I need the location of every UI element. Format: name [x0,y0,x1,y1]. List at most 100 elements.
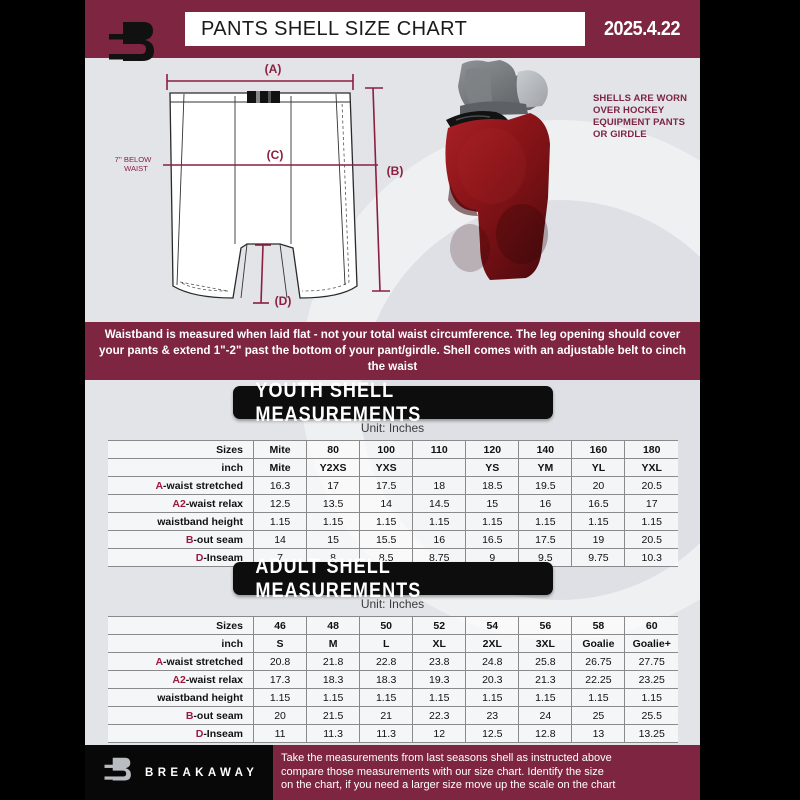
adult-section-header: ADULT SHELL MEASUREMENTS [233,555,553,602]
table-cell: YL [571,458,626,477]
table-cell: 1.15 [359,512,414,531]
table-cell: 19.5 [518,476,573,495]
svg-text:(C): (C) [267,148,284,162]
table-cell: 23.25 [624,670,678,689]
table-cell: M [306,634,361,653]
table-cell: 3XL [518,634,573,653]
footer-brand-block: BREAKAWAY [85,745,273,800]
table-cell: 80 [306,440,361,459]
table-cell: 21.5 [306,706,361,725]
table-cell: YS [465,458,520,477]
table-cell: 120 [465,440,520,459]
measurement-code: D [195,551,204,564]
table-cell: 1.15 [253,688,308,707]
pants-technical-drawing: (A) (B) (C) (D) 7'' BELOW WAIST [115,62,404,308]
measurement-code: A [155,655,164,668]
table-cell: 21.8 [306,652,361,671]
svg-text:(D): (D) [275,294,292,308]
table-cell: 1.15 [412,512,467,531]
table-cell: 46 [253,616,308,635]
table-row: waistband height 1.15 1.15 1.15 1.15 1.15 1.15… [108,512,678,531]
page-title: PANTS SHELL SIZE CHART [201,17,468,40]
table-cell: 48 [306,616,361,635]
table-cell: 16.5 [465,530,520,549]
table-cell: 25.8 [518,652,573,671]
table-cell: 100 [359,440,414,459]
table-cell: 13.5 [306,494,361,513]
row-label: inch [108,458,254,477]
row-label: D-Inseam [108,724,254,743]
table-row: A2-waist relax 17.3 18.3 18.3 19.3 20.3 21.3 22… [108,670,678,689]
table-cell: YM [518,458,573,477]
table-cell: 20.3 [465,670,520,689]
footer-instructions: Take the measurements from last seasons … [281,752,693,793]
table-cell: 12 [412,724,467,743]
table-cell: 1.15 [465,512,520,531]
table-cell: 12.5 [465,724,520,743]
table-cell: 15 [306,530,361,549]
table-cell: 20.5 [624,530,678,549]
table-cell: Y2XS [306,458,361,477]
diagram-zone: (A) (B) (C) (D) 7'' BELOW WAIST [85,58,700,320]
table-cell: 14.5 [412,494,467,513]
chart-date: 2025.4.22 [603,17,681,40]
table-cell: 2XL [465,634,520,653]
table-cell: 58 [571,616,626,635]
table-cell: 14 [359,494,414,513]
table-row: A-waist stretched 20.8 21.8 22.8 23.8 24.8 25.… [108,652,678,671]
breakaway-b-logo-icon [101,753,135,792]
table-cell: Mite [253,440,308,459]
table-cell: YXL [624,458,678,477]
table-cell [412,458,467,477]
table-cell: 1.15 [571,512,626,531]
table-cell: 1.15 [359,688,414,707]
table-cell: 10.3 [624,548,678,567]
table-cell: 50 [359,616,414,635]
table-cell: 1.15 [412,688,467,707]
measurement-code: D [195,727,204,740]
table-cell: 20.8 [253,652,308,671]
youth-measurements-table: Sizes Mite 80 100 110 120 140 160 180 inch Mite Y2X… [108,440,678,567]
youth-section-title: YOUTH SHELL MEASUREMENTS [255,378,422,426]
table-cell: 1.15 [518,512,573,531]
table-cell: 13 [571,724,626,743]
table-cell: 18 [412,476,467,495]
measurement-code: B [185,709,194,722]
table-cell: 1.15 [306,688,361,707]
table-cell: 27.75 [624,652,678,671]
row-label: B-out seam [108,530,254,549]
table-cell: 16 [518,494,573,513]
product-photo [430,58,605,313]
svg-text:WAIST: WAIST [124,164,148,173]
measurement-code: A [155,479,164,492]
table-cell: 20 [253,706,308,725]
svg-text:7'' BELOW: 7'' BELOW [115,155,152,164]
footer-line-1: Take the measurements from last seasons … [281,752,612,764]
table-cell: 12.8 [518,724,573,743]
table-cell: YXS [359,458,414,477]
table-cell: 17.5 [359,476,414,495]
table-cell: Goalie [571,634,626,653]
svg-text:(A): (A) [265,62,282,76]
table-cell: 24.8 [465,652,520,671]
title-box: PANTS SHELL SIZE CHART [185,12,585,46]
table-cell: 19.3 [412,670,467,689]
table-cell: 26.75 [571,652,626,671]
row-label: waistband height [108,688,254,707]
table-row: inch Mite Y2XS YXS YS YM YL YXL [108,458,678,477]
table-cell: 21.3 [518,670,573,689]
table-row: Sizes Mite 80 100 110 120 140 160 180 [108,440,678,459]
table-cell: 110 [412,440,467,459]
row-label: waistband height [108,512,254,531]
table-cell: 1.15 [571,688,626,707]
table-cell: 17.3 [253,670,308,689]
table-cell: 25 [571,706,626,725]
table-cell: 17 [624,494,678,513]
youth-section-header: YOUTH SHELL MEASUREMENTS [233,379,553,426]
measurement-code: A2 [172,497,186,510]
row-label: A-waist stretched [108,652,254,671]
table-cell: 1.15 [624,688,678,707]
row-label: A-waist stretched [108,476,254,495]
table-row: D-Inseam 11 11.3 11.3 12 12.5 12.8 13 13.25 [108,724,678,743]
table-row: B-out seam 14 15 15.5 16 16.5 17.5 19 20.5 [108,530,678,549]
